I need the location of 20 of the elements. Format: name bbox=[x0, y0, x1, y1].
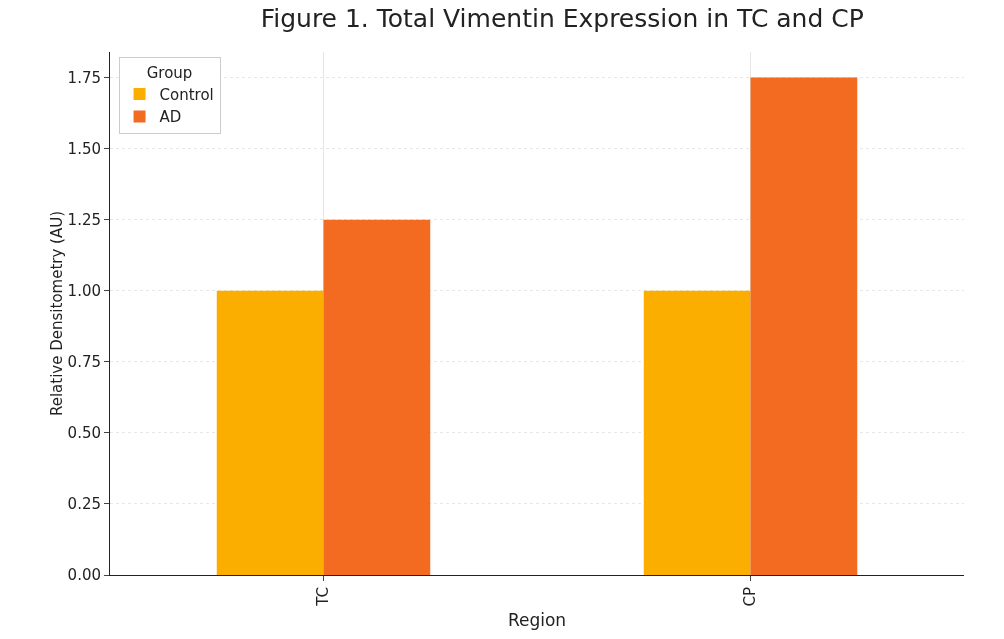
y-tick-label: 1.25 bbox=[67, 210, 101, 229]
x-axis-title: Region bbox=[507, 610, 567, 631]
bar bbox=[750, 77, 858, 575]
y-axis-title: Relative Densitometry (AU) bbox=[47, 210, 66, 417]
y-tick-label: 1.50 bbox=[67, 139, 101, 158]
y-tick-label: 1.75 bbox=[67, 68, 101, 87]
y-tick-label: 1.00 bbox=[67, 282, 101, 301]
x-tick-label: TC bbox=[314, 587, 333, 607]
x-tick-label: CP bbox=[741, 587, 760, 607]
bar bbox=[216, 290, 324, 575]
y-tick-label: 0.50 bbox=[67, 424, 101, 443]
y-tick-label: 0.25 bbox=[67, 495, 101, 514]
y-tick-label: 0.00 bbox=[67, 566, 101, 585]
legend-label: AD bbox=[159, 108, 182, 127]
bar bbox=[323, 219, 431, 575]
chart-title: Figure 1. Total Vimentin Expression in TC and CP bbox=[260, 4, 864, 34]
legend-label: Control bbox=[159, 85, 214, 104]
y-tick-label: 0.75 bbox=[67, 353, 101, 372]
bar bbox=[643, 290, 751, 575]
legend-title: Group bbox=[146, 63, 193, 82]
